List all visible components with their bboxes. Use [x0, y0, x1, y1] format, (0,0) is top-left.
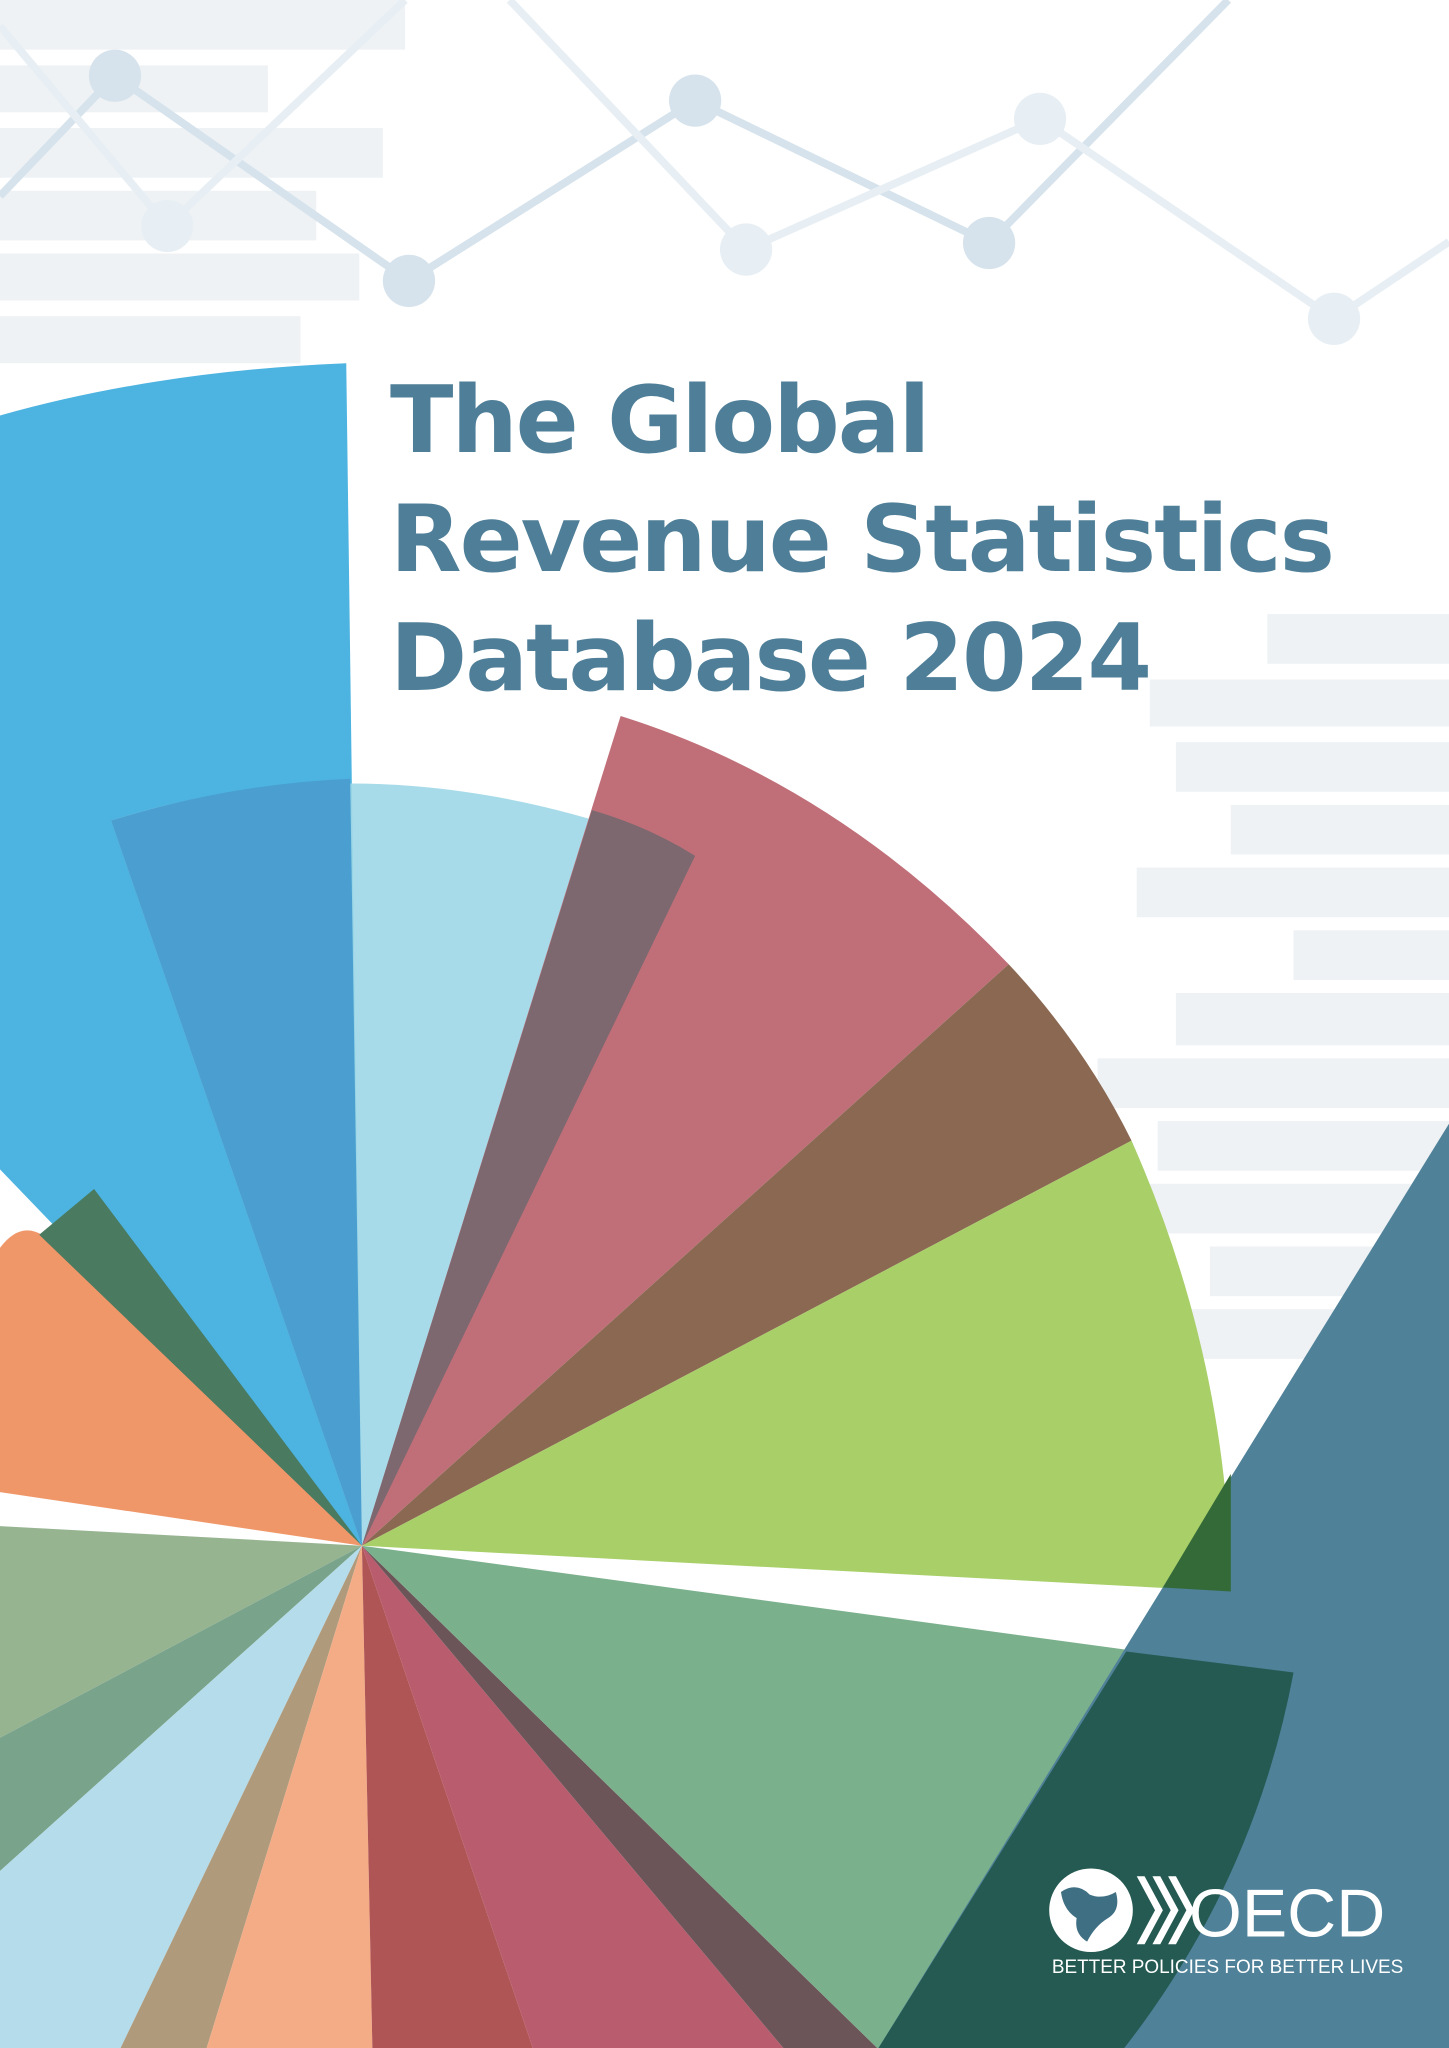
title-line: Revenue Statistics	[390, 485, 1333, 593]
line-points	[88, 49, 1361, 345]
title-line: The Global	[390, 366, 928, 474]
title-line: Database 2024	[390, 604, 1150, 712]
title: The Global Revenue Statistics Database 2…	[390, 366, 1335, 712]
logo-name: OECD	[1189, 1875, 1385, 1951]
pie-decoration	[0, 363, 1449, 2048]
logo-tagline: BETTER POLICIES FOR BETTER LIVES	[1052, 1957, 1403, 1978]
oecd-logo: OECD BETTER POLICIES FOR BETTER LIVES	[1049, 1868, 1403, 1978]
